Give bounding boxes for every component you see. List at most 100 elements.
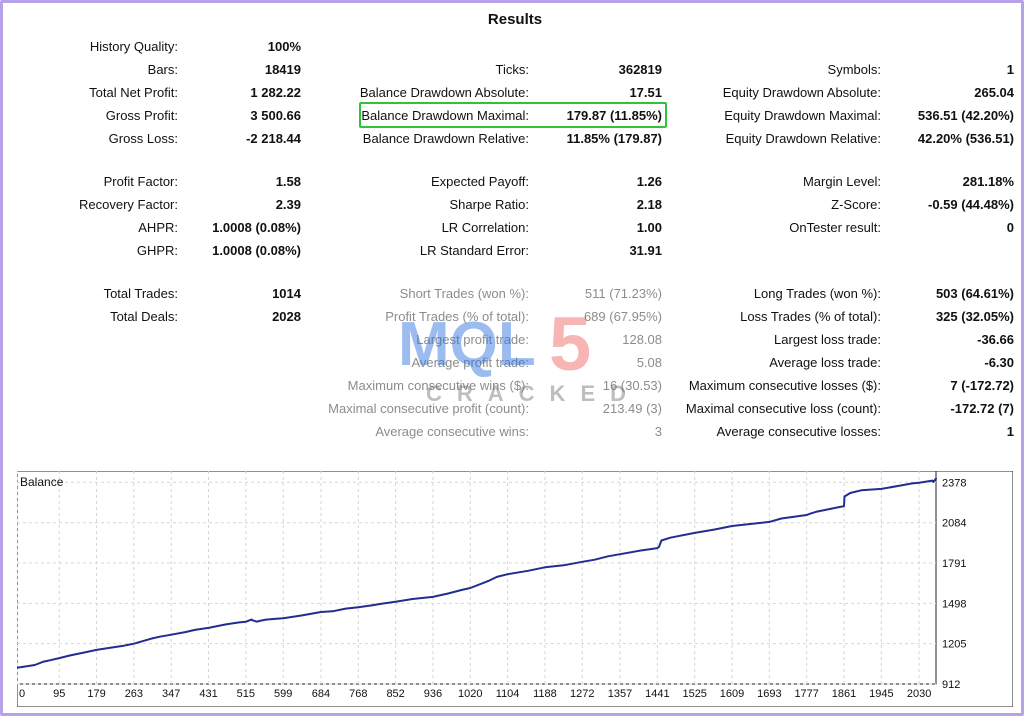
- balance-point: [207, 627, 210, 629]
- balance-point: [380, 602, 383, 605]
- balance-point: [768, 521, 771, 523]
- x-axis-tick-label: 179: [87, 688, 105, 700]
- total-trades-value: 1014: [272, 286, 301, 301]
- balance-point: [251, 619, 254, 622]
- gross-profit-label: Gross Profit:: [105, 108, 178, 123]
- balance-point: [805, 514, 808, 516]
- total-trades-label: Total Trades:: [103, 286, 178, 301]
- long-trades-label: Long Trades (won %):: [753, 286, 881, 301]
- balance-point: [69, 654, 72, 657]
- balance-point: [749, 523, 752, 525]
- balance-point: [816, 510, 818, 513]
- x-axis-tick-label: 1188: [533, 688, 557, 700]
- balance-point: [331, 610, 334, 613]
- average-consecutive-wins-label: Average consecutive wins:: [375, 424, 529, 439]
- balance-drawdown-relative-value: 11.85% (179.87): [566, 131, 662, 146]
- y-axis-tick-label: 912: [942, 679, 960, 691]
- x-axis-tick-label: 1020: [458, 688, 482, 700]
- balance-point: [918, 481, 920, 484]
- maximum-consecutive-losses-value: 7 (-172.72): [950, 378, 1014, 393]
- recovery-factor-value: 2.39: [275, 197, 301, 212]
- x-axis-tick-label: 852: [386, 688, 404, 700]
- balance-point: [49, 659, 52, 661]
- balance-point: [713, 528, 716, 531]
- y-axis-tick-label: 1791: [942, 558, 966, 570]
- total-net-profit-value: 1 282.22: [250, 85, 301, 100]
- balance-point: [880, 488, 883, 490]
- short-trades-label: Short Trades (won %):: [399, 286, 529, 301]
- balance-point: [900, 484, 903, 487]
- bars-value: 18419: [264, 62, 301, 77]
- maximal-consecutive-loss-value: -172.72 (7): [950, 401, 1014, 416]
- balance-point: [527, 569, 529, 572]
- balance-point: [619, 553, 621, 556]
- bars-label: Bars:: [147, 62, 178, 77]
- balance-chart-svg: 0 95 179 263 347 431 515 599 684 768 852 936 1020 110…: [17, 471, 1013, 707]
- balance-point: [581, 561, 584, 563]
- x-axis-tick-label: 1861: [832, 688, 856, 700]
- ahpr-label: AHPR:: [138, 220, 178, 235]
- average-profit-trade-label: Average profit trade:: [411, 355, 529, 370]
- balance-point: [394, 600, 397, 603]
- average-consecutive-wins-value: 3: [654, 424, 662, 439]
- history-quality-label: History Quality:: [89, 39, 178, 54]
- ahpr-value: 1.0008 (0.08%): [212, 220, 301, 235]
- balance-point: [58, 657, 61, 659]
- balance-point: [109, 647, 112, 649]
- balance-point: [843, 505, 845, 507]
- balance-point: [17, 666, 18, 669]
- balance-point: [809, 512, 812, 515]
- balance-point: [411, 598, 414, 600]
- balance-chart: 0 95 179 263 347 431 515 599 684 768 852 936 1020 110…: [17, 471, 1013, 707]
- ghpr-value: 1.0008 (0.08%): [212, 243, 301, 258]
- y-axis-tick-label: 1498: [942, 598, 966, 610]
- balance-point: [158, 636, 161, 638]
- z-score-value: -0.59 (44.48%): [928, 197, 1014, 212]
- lr-correlation-label: LR Correlation:: [441, 220, 529, 235]
- balance-point: [860, 489, 863, 492]
- margin-level-label: Margin Level:: [802, 174, 881, 189]
- balance-point: [656, 547, 659, 549]
- symbols-value: 1: [1006, 62, 1014, 77]
- lr-standard-error-label: LR Standard Error:: [419, 243, 529, 258]
- ontester-result-label: OnTester result:: [789, 220, 881, 235]
- balance-point: [506, 573, 509, 575]
- x-axis-tick-label: 936: [424, 688, 442, 700]
- x-axis-tick-label: 684: [312, 688, 330, 700]
- x-axis-tick-label: 95: [53, 688, 65, 700]
- sharpe-ratio-value: 2.18: [636, 197, 662, 212]
- balance-point: [95, 649, 98, 651]
- equity-drawdown-maximal-value: 536.51 (42.20%): [917, 108, 1014, 123]
- balance-point: [122, 644, 125, 647]
- equity-drawdown-relative-label: Equity Drawdown Relative:: [725, 131, 881, 146]
- balance-point: [320, 611, 322, 613]
- equity-drawdown-relative-value: 42.20% (536.51): [917, 131, 1014, 146]
- balance-chart-title: Balance: [20, 475, 64, 489]
- balance-point: [447, 592, 449, 595]
- lr-standard-error-value: 31.91: [629, 243, 662, 258]
- balance-point: [932, 481, 935, 483]
- balance-point: [496, 576, 498, 578]
- balance-drawdown-absolute-value: 17.51: [629, 85, 662, 100]
- ontester-result-value: 0: [1006, 220, 1014, 235]
- largest-loss-trade-label: Largest loss trade:: [774, 332, 881, 347]
- balance-point: [42, 660, 45, 663]
- balance-drawdown-absolute-label: Balance Drawdown Absolute:: [359, 85, 529, 100]
- x-axis-tick-label: 263: [125, 688, 143, 700]
- balance-point: [258, 620, 260, 622]
- average-profit-trade-value: 5.08: [636, 355, 662, 370]
- sharpe-ratio-label: Sharpe Ratio:: [449, 197, 530, 212]
- balance-point: [669, 536, 672, 539]
- x-axis-tick-label: 1525: [682, 688, 706, 700]
- long-trades-value: 503 (64.61%): [935, 286, 1014, 301]
- x-axis-tick-label: 1945: [869, 688, 893, 700]
- x-axis-tick-label: 1441: [645, 688, 669, 700]
- total-deals-value: 2028: [272, 309, 301, 324]
- x-axis-tick-label: 515: [237, 688, 255, 700]
- balance-point: [935, 477, 937, 480]
- recovery-factor-label: Recovery Factor:: [79, 197, 178, 212]
- gross-loss-value: -2 218.44: [246, 131, 301, 146]
- x-axis-tick-label: 599: [274, 688, 292, 700]
- balance-point: [638, 550, 640, 552]
- x-axis-tick-label: 1104: [496, 688, 520, 700]
